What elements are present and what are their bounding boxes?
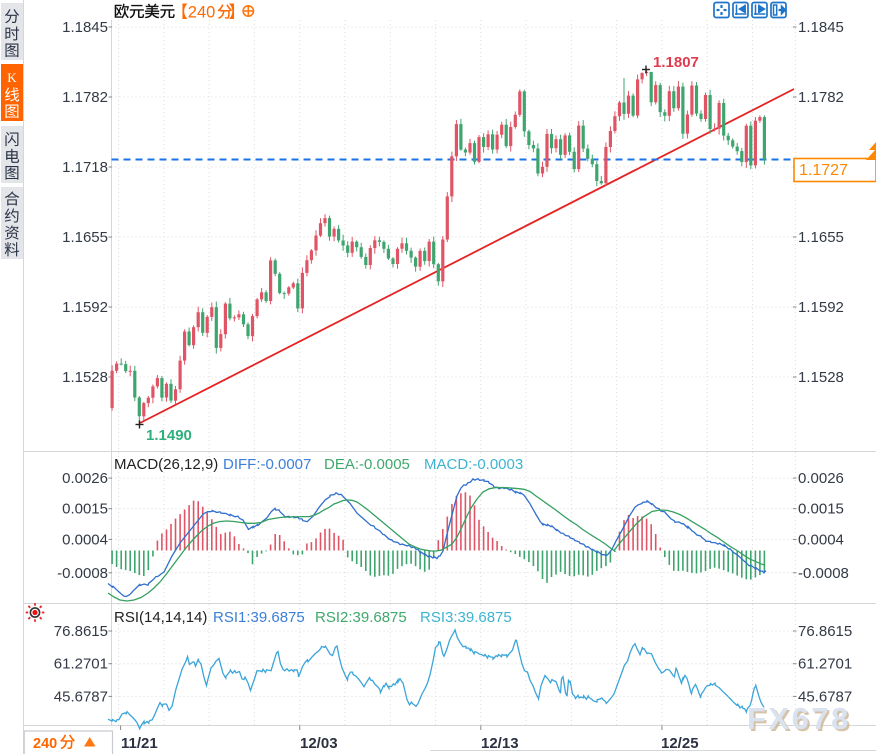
svg-text:240: 240 (188, 4, 216, 22)
svg-text:1.1782: 1.1782 (62, 89, 108, 106)
svg-text:1.1528: 1.1528 (62, 369, 108, 386)
svg-text:61.2701: 61.2701 (798, 656, 852, 673)
svg-text:240: 240 (33, 736, 57, 752)
svg-text:76.8615: 76.8615 (54, 623, 108, 640)
svg-text:RSI3:39.6875: RSI3:39.6875 (420, 609, 512, 626)
svg-text:0.0004: 0.0004 (62, 531, 108, 548)
svg-text:RSI2:39.6875: RSI2:39.6875 (315, 609, 407, 626)
svg-text:1.1845: 1.1845 (62, 19, 108, 36)
svg-text:12/13: 12/13 (481, 735, 519, 752)
svg-text:1.1592: 1.1592 (62, 299, 108, 316)
svg-text:1.1655: 1.1655 (798, 229, 844, 246)
svg-text:1.1718: 1.1718 (62, 159, 108, 176)
svg-text:DEA:-0.0005: DEA:-0.0005 (324, 456, 410, 473)
svg-text:1.1782: 1.1782 (798, 89, 844, 106)
svg-text:11/21: 11/21 (121, 735, 158, 752)
svg-text:-0.0008: -0.0008 (57, 565, 108, 582)
svg-text:0.0015: 0.0015 (798, 501, 844, 518)
svg-text:MACD(26,12,9): MACD(26,12,9) (114, 456, 218, 473)
svg-text:FX678: FX678 (747, 701, 851, 736)
svg-text:DIFF:-0.0007: DIFF:-0.0007 (223, 456, 311, 473)
svg-text:1.1528: 1.1528 (798, 369, 844, 386)
svg-text:0.0015: 0.0015 (62, 501, 108, 518)
svg-text:RSI(14,14,14): RSI(14,14,14) (114, 609, 207, 626)
svg-text:FX678: FX678 (749, 703, 853, 738)
svg-text:76.8615: 76.8615 (798, 623, 852, 640)
svg-text:K: K (7, 70, 17, 85)
svg-text:1.1592: 1.1592 (798, 299, 844, 316)
svg-text:12/03: 12/03 (300, 735, 338, 752)
svg-text:12/25: 12/25 (661, 735, 699, 752)
svg-text:61.2701: 61.2701 (54, 656, 108, 673)
svg-text:0.0004: 0.0004 (798, 531, 844, 548)
svg-text:1.1727: 1.1727 (799, 162, 848, 179)
svg-text:1.1807: 1.1807 (653, 54, 699, 71)
svg-text:RSI1:39.6875: RSI1:39.6875 (213, 609, 305, 626)
svg-text:1.1655: 1.1655 (62, 229, 108, 246)
svg-text:-0.0008: -0.0008 (798, 565, 849, 582)
svg-text:0.0026: 0.0026 (798, 470, 844, 487)
svg-text:1.1490: 1.1490 (146, 427, 192, 444)
svg-text:45.6787: 45.6787 (54, 688, 108, 705)
svg-text:0.0026: 0.0026 (62, 470, 108, 487)
svg-text:45.6787: 45.6787 (798, 688, 852, 705)
svg-text:MACD:-0.0003: MACD:-0.0003 (424, 456, 523, 473)
svg-text:1.1845: 1.1845 (798, 19, 844, 36)
